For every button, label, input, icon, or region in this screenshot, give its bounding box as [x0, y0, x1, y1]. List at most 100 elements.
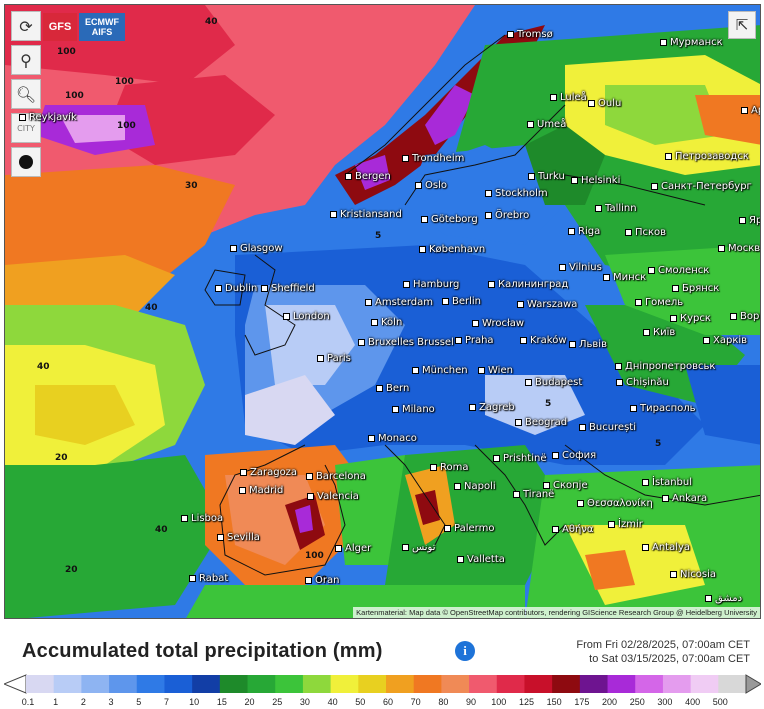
city-label: Псков — [625, 227, 666, 238]
city-label: Bergen — [345, 171, 391, 182]
city-label: Курск — [670, 313, 711, 324]
city-marker-icon — [472, 319, 479, 327]
city-marker-icon — [181, 514, 188, 522]
city-label: Θεσσαλονίκη — [577, 498, 653, 509]
city-name: London — [293, 311, 330, 322]
city-label: Rabat — [189, 573, 228, 584]
city-marker-icon — [485, 211, 492, 219]
legend-tick-label: 25 — [272, 697, 283, 707]
city-name: Воронеж — [740, 311, 760, 322]
legend-tick-label: 200 — [602, 697, 618, 707]
city-marker-icon — [651, 182, 658, 190]
city-name: Zaragoza — [250, 467, 298, 478]
city-marker-icon — [488, 280, 495, 288]
city-name: Berlin — [452, 296, 482, 307]
city-label: Мурманск — [660, 37, 723, 48]
city-label: Beograd — [515, 417, 567, 428]
refresh-button[interactable]: ⟳ — [11, 11, 41, 41]
city-marker-icon — [283, 312, 290, 320]
legend-swatch — [496, 675, 525, 693]
period-from: From Fri 02/28/2025, 07:00am CET — [576, 639, 750, 651]
city-name: Ярославль — [749, 215, 761, 226]
city-name: Київ — [653, 327, 676, 338]
city-marker-icon — [608, 520, 615, 528]
locate-button[interactable]: ⚲ — [11, 45, 41, 75]
city-marker-icon — [217, 533, 224, 541]
zoom-button[interactable]: 🔍︎ — [11, 79, 41, 109]
city-marker-icon — [648, 266, 655, 274]
city-name: Oslo — [425, 180, 447, 191]
city-marker-icon — [642, 478, 649, 486]
city-label: Reykjavík — [19, 112, 77, 123]
city-label: Antalya — [642, 542, 690, 553]
city-label: Riga — [568, 226, 600, 237]
city-name: Monaco — [378, 433, 417, 444]
legend-swatch — [192, 675, 221, 693]
city-label: Hamburg — [403, 279, 459, 290]
city-name: Nicosia — [680, 569, 716, 580]
model-gfs-button[interactable]: GFS — [43, 13, 77, 41]
city-name: Glasgow — [240, 243, 283, 254]
city-name: Köln — [381, 317, 403, 328]
city-marker-icon — [703, 336, 710, 344]
city-marker-icon — [392, 405, 399, 413]
precipitation-map[interactable]: 40 100 100 100 100 30 40 40 20 40 20 100… — [4, 4, 761, 619]
city-name: Palermo — [454, 523, 495, 534]
legend-swatch — [164, 675, 193, 693]
city-label: Архангельск — [741, 105, 760, 116]
city-marker-icon — [239, 486, 246, 494]
city-marker-icon — [478, 366, 485, 374]
city-name: Umeå — [537, 119, 567, 130]
legend-swatch — [53, 675, 82, 693]
city-label: Wrocław — [472, 318, 524, 329]
city-name: Гомель — [645, 297, 684, 308]
city-label: Göteborg — [421, 214, 478, 225]
city-label: Wien — [478, 365, 513, 376]
city-label: Tiranë — [513, 489, 554, 500]
legend-swatch — [718, 675, 747, 693]
model-ecmwf-aifs-button[interactable]: ECMWF AIFS — [79, 13, 125, 41]
legend-swatch — [662, 675, 692, 693]
city-marker-icon — [485, 189, 492, 197]
city-name: Тирасполь — [640, 403, 696, 414]
legend-swatch — [552, 675, 581, 693]
legend-tick-label: 150 — [546, 697, 562, 707]
city-marker-icon — [741, 106, 748, 114]
city-name: Prishtinë — [503, 453, 547, 464]
layer-button[interactable] — [11, 147, 41, 177]
city-marker-icon — [402, 543, 409, 551]
city-label: Kraków — [520, 335, 567, 346]
city-label: Warszawa — [517, 299, 577, 310]
city-marker-icon — [569, 340, 576, 348]
city-name: İstanbul — [652, 477, 693, 488]
city-toggle-button[interactable]: CITY — [11, 113, 41, 143]
city-label: Sheffield — [261, 283, 315, 294]
city-label: تونس — [402, 542, 435, 553]
city-name: Budapest — [535, 377, 583, 388]
legend-tick-label: 90 — [466, 697, 477, 707]
city-label: Калининград — [488, 279, 568, 290]
city-name: Rabat — [199, 573, 229, 584]
legend-swatch — [81, 675, 110, 693]
city-name: Tromsø — [517, 29, 553, 40]
city-name: Luleå — [560, 92, 587, 103]
city-name: București — [589, 422, 636, 433]
share-button[interactable]: ⇱ — [728, 11, 756, 39]
city-marker-icon — [643, 328, 650, 336]
legend-swatch — [690, 675, 719, 693]
city-name: Минск — [613, 272, 647, 283]
city-marker-icon — [739, 216, 746, 224]
city-name: Antalya — [652, 542, 691, 553]
legend-tick-label: 1 — [53, 697, 59, 707]
city-marker-icon — [588, 99, 595, 107]
city-label: Тирасполь — [630, 403, 696, 414]
city-name: Скопје — [553, 480, 588, 491]
city-label: Sevilla — [217, 532, 260, 543]
city-marker-icon — [513, 490, 520, 498]
info-icon[interactable]: i — [455, 641, 475, 661]
legend-swatch — [330, 675, 359, 693]
city-label: Zaragoza — [240, 467, 297, 478]
city-name: Valletta — [467, 554, 505, 565]
city-label: Budapest — [525, 377, 582, 388]
legend-swatch — [469, 675, 498, 693]
